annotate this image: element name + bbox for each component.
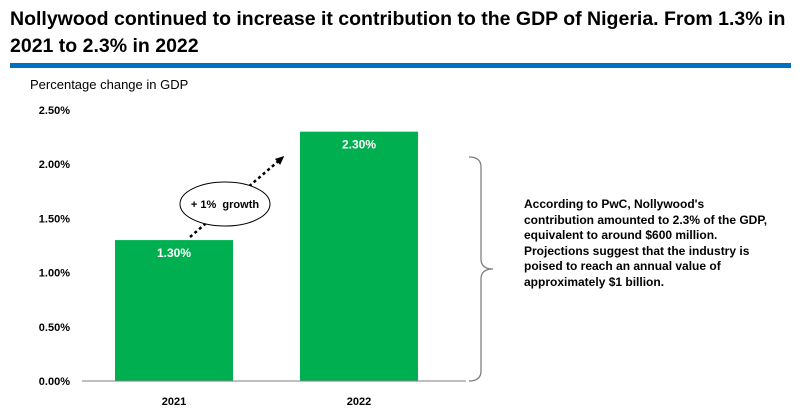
data-label-2021: 1.30% xyxy=(157,246,191,260)
growth-callout-label: + 1% growth xyxy=(191,199,259,211)
y-axis-label: Percentage change in GDP xyxy=(30,77,189,92)
title-divider xyxy=(10,63,791,68)
page-title: Nollywood continued to increase it contr… xyxy=(10,8,786,57)
annotation-note: According to PwC, Nollywood's contributi… xyxy=(524,197,768,289)
data-label-2022: 2.30% xyxy=(342,138,376,152)
y-tick-label: 0.50% xyxy=(39,322,70,334)
bar-2022 xyxy=(300,131,418,381)
growth-callout xyxy=(179,181,271,227)
y-tick-label: 1.50% xyxy=(39,213,70,225)
bar-2021 xyxy=(115,240,233,381)
y-tick-label: 0.00% xyxy=(39,376,70,388)
y-tick-label: 2.50% xyxy=(39,105,70,117)
x-tick-label: 2021 xyxy=(162,396,186,408)
y-tick-label: 2.00% xyxy=(39,159,70,171)
right-brace xyxy=(468,156,494,382)
x-tick-label: 2022 xyxy=(347,396,371,408)
y-tick-label: 1.00% xyxy=(39,268,70,280)
